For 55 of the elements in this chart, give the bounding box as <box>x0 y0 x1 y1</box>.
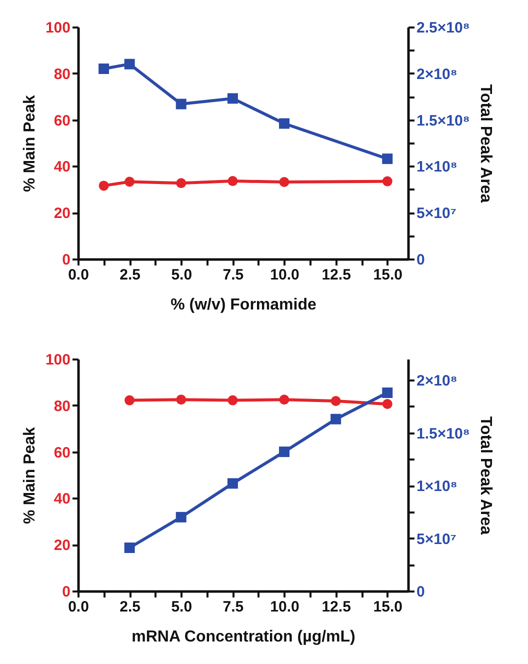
y2-tick-label: 2×10⁸ <box>416 66 458 83</box>
point <box>382 154 393 164</box>
y2-tick-label: 5×10⁷ <box>416 205 456 222</box>
x-axis-title: % (w/v) Formamide <box>170 296 316 314</box>
y2-axis-title: Total Peak Area <box>476 416 494 535</box>
point <box>279 446 290 458</box>
point <box>176 512 186 522</box>
y-tick-label: 40 <box>54 490 70 508</box>
x-tick-label: 7.5 <box>222 266 244 284</box>
y-tick-label: 60 <box>54 112 70 130</box>
x-tick-label: 2.5 <box>120 266 140 284</box>
point <box>176 98 186 110</box>
x-tick-label: 2.5 <box>120 598 140 616</box>
x-tick-label: 0.0 <box>68 266 89 284</box>
x-tick-label: 12.5 <box>322 598 351 616</box>
x-tick-label: 5.0 <box>171 266 192 284</box>
y2-tick-label: 2.5×10⁸ <box>416 20 470 36</box>
y2-tick-label: 5×10⁷ <box>416 530 456 548</box>
point <box>124 542 135 554</box>
y-tick-label: 100 <box>45 352 70 368</box>
y-tick-label: 100 <box>45 20 70 36</box>
x-tick-label: 0.0 <box>68 598 89 616</box>
y2-tick-label: 1×10⁸ <box>416 158 458 176</box>
y2-axis-title: Total Peak Area <box>476 84 494 203</box>
point <box>330 414 342 424</box>
y2-tick-label: 0 <box>416 584 425 600</box>
y-tick-label: 20 <box>54 205 70 222</box>
x-tick-label: 7.5 <box>222 598 244 616</box>
y2-tick-label: 1.5×10⁸ <box>416 425 470 442</box>
x-tick-label: 12.5 <box>322 266 351 284</box>
x-tick-label: 5.0 <box>171 598 192 616</box>
y-tick-label: 0 <box>62 584 70 600</box>
point <box>227 478 238 489</box>
y-tick-label: 0 <box>62 252 70 268</box>
point <box>227 93 238 104</box>
y-tick-label: 80 <box>54 66 70 83</box>
point <box>124 58 135 70</box>
y2-tick-label: 1×10⁸ <box>416 478 458 496</box>
y-axis-title: % Main Peak <box>21 426 38 524</box>
y-tick-label: 80 <box>54 398 70 415</box>
x-tick-label: 10.0 <box>270 266 300 284</box>
x-axis-title: mRNA Concentration (µg/mL) <box>132 628 356 646</box>
y-tick-label: 20 <box>54 537 70 554</box>
x-tick-label: 15.0 <box>373 598 402 616</box>
point <box>279 118 290 129</box>
y2-tick-label: 2×10⁸ <box>416 372 458 390</box>
y2-tick-label: 1.5×10⁸ <box>416 112 470 130</box>
y-tick-label: 60 <box>54 444 70 462</box>
y2-tick-label: 0 <box>416 252 425 268</box>
x-tick-label: 10.0 <box>270 598 300 616</box>
point <box>382 388 393 398</box>
y-tick-label: 40 <box>54 158 70 176</box>
point <box>98 64 110 74</box>
y-axis-title: % Main Peak <box>21 94 38 192</box>
x-tick-label: 15.0 <box>373 266 402 284</box>
